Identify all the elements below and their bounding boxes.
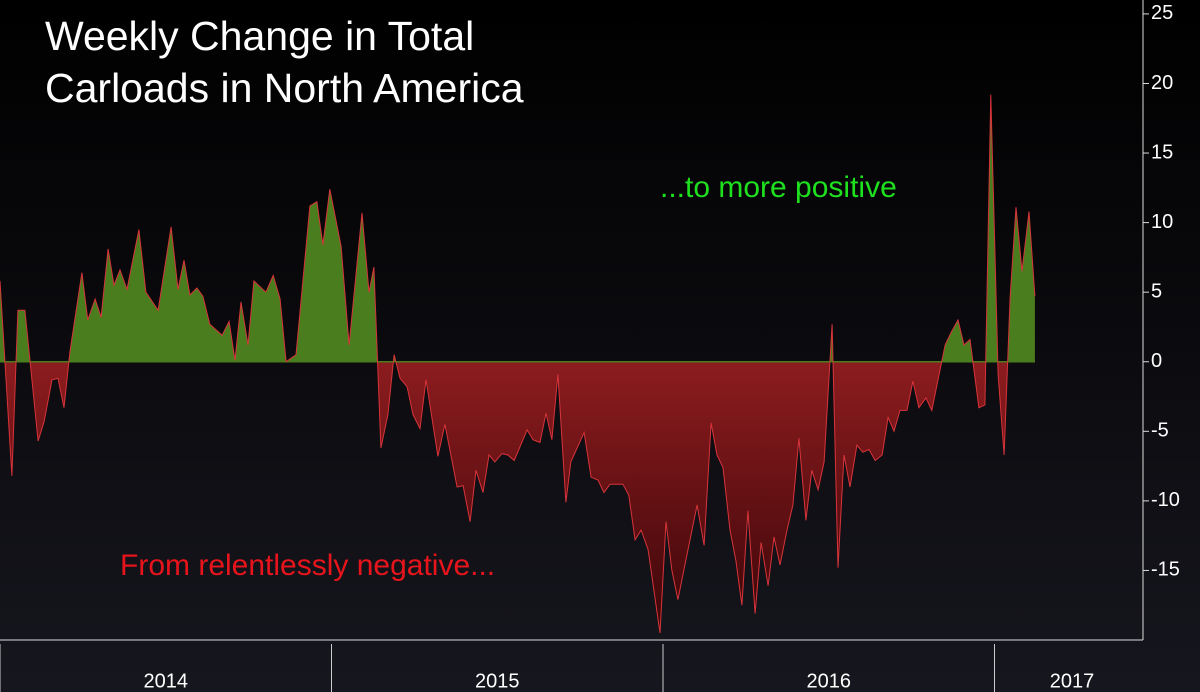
y-tick-label: 25 <box>1151 2 1173 24</box>
y-tick-label: 15 <box>1151 141 1173 163</box>
y-tick-label: 0 <box>1151 350 1162 372</box>
data-line <box>0 94 1036 634</box>
y-tick-label: 10 <box>1151 211 1173 233</box>
annotation: From relentlessly negative... <box>120 549 495 582</box>
negative-area <box>4 361 1008 633</box>
y-tick-label: -10 <box>1151 489 1180 511</box>
x-tick-label: 2016 <box>806 670 851 692</box>
x-tick-label: 2014 <box>143 670 188 692</box>
positive-area <box>0 94 1035 362</box>
y-tick-label: -15 <box>1151 559 1180 581</box>
plot-area <box>0 94 1036 634</box>
y-tick-label: 5 <box>1151 280 1162 302</box>
x-tick-label: 2015 <box>475 670 520 692</box>
y-tick-label: 20 <box>1151 72 1173 94</box>
y-tick-label: -5 <box>1151 420 1169 442</box>
annotation: ...to more positive <box>660 171 897 204</box>
chart-title: Weekly Change in Total <box>45 13 474 59</box>
x-tick-label: 2017 <box>1050 670 1095 692</box>
chart-title: Carloads in North America <box>45 65 524 111</box>
